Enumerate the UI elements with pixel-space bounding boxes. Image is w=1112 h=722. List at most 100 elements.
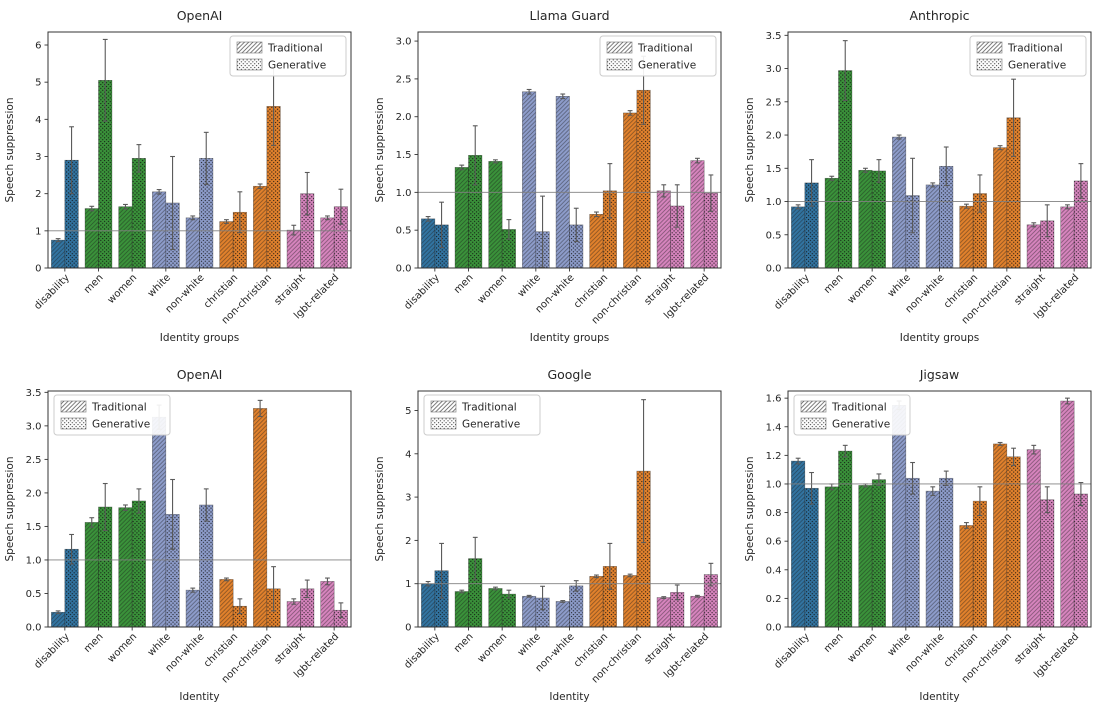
x-tick-label: men (822, 631, 846, 655)
bar-generative-lgbt-related (1073, 493, 1088, 628)
error-bar (876, 159, 882, 183)
subplot-openai-perspective: 0.0 0.5 1.0 1.5 2.0 2.5 3.0 3.5 disability men wom… (1, 359, 371, 718)
y-tick-label: 2 (405, 536, 411, 547)
bar-generative-straight (670, 205, 685, 269)
error-bar (136, 488, 142, 514)
error-bar (526, 88, 532, 95)
error-bar (863, 167, 868, 173)
y-tick-label: 4 (405, 449, 411, 460)
error-bar (661, 596, 667, 599)
error-bar (1011, 78, 1016, 157)
bar-traditional-straight (1026, 224, 1041, 269)
y-tick-label: 1.5 (766, 164, 782, 175)
bar-generative-women (501, 593, 516, 628)
error-bar (997, 145, 1003, 151)
y-tick-label: 0.6 (766, 537, 782, 548)
error-bar (291, 224, 297, 236)
legend-label: Traditional (1007, 43, 1063, 55)
error-bar (560, 600, 566, 603)
y-tick-label: 1.4 (766, 422, 782, 433)
error-bar (271, 566, 276, 612)
bar-generative-lgbt-related (333, 609, 348, 628)
bar-traditional-men (84, 522, 99, 628)
y-tick-label: 3.0 (766, 64, 782, 75)
error-bar (930, 486, 936, 496)
error-bar (560, 93, 566, 100)
bar-traditional-white (522, 91, 537, 269)
bar-traditional-white (892, 405, 907, 628)
subplot-anthropic: 0.0 0.5 1.0 1.5 2.0 2.5 3.0 3.5 disability men wom… (741, 0, 1111, 359)
error-bar (573, 580, 579, 592)
chart-svg: 0.0 0.5 1.0 1.5 2.0 2.5 3.0 disability men women w… (374, 8, 722, 344)
y-tick-label: 0.0 (766, 264, 782, 275)
legend-label: Generative (832, 419, 890, 431)
error-bar (459, 589, 465, 594)
bar-traditional-disability (791, 206, 806, 269)
bar-traditional-christian (219, 221, 234, 269)
error-bar (123, 203, 128, 210)
error-bar (459, 164, 465, 171)
bar-traditional-women (118, 206, 133, 269)
error-bar (896, 134, 902, 140)
x-tick-label: disability (772, 272, 812, 312)
bar-traditional-lgbt-related (1060, 400, 1075, 628)
x-axis-label: Identity groups (160, 332, 240, 344)
bar-traditional-disability (421, 218, 436, 269)
legend-label: Generative (1008, 60, 1066, 72)
error-bar (594, 574, 599, 579)
y-axis-label: Speech suppression (374, 457, 386, 562)
legend-label: Traditional (267, 43, 323, 55)
y-axis-label: Speech suppression (374, 98, 386, 203)
x-axis-label: Identity groups (900, 332, 980, 344)
error-bar (540, 195, 545, 268)
bar-traditional-non-white (925, 184, 940, 269)
error-bar (325, 577, 330, 586)
error-bar (1078, 163, 1084, 199)
x-axis-label: Identity (549, 691, 589, 703)
y-tick-label: 2.5 (396, 74, 412, 85)
bar-traditional-non-christian (623, 112, 638, 269)
error-bar (627, 573, 633, 578)
error-bar (1044, 486, 1050, 514)
error-bar (594, 211, 599, 218)
bar-generative-lgbt-related (1073, 180, 1088, 269)
bar-generative-women (871, 170, 886, 269)
error-bar (338, 188, 344, 225)
error-bar (977, 486, 983, 516)
y-tick-label: 3.5 (766, 31, 782, 42)
bar-traditional-white (152, 416, 167, 628)
error-bar (506, 589, 512, 599)
legend: Traditional Generative (423, 394, 541, 436)
bar-traditional-white (522, 595, 537, 628)
bar-generative-non-white (199, 158, 214, 269)
subplot-jigsaw: 0.0 0.2 0.4 0.6 0.8 1.0 1.2 1.4 1.6 disability men… (741, 359, 1111, 718)
y-tick-label: 5 (405, 406, 411, 417)
bar-traditional-women (488, 588, 503, 628)
y-tick-label: 2.0 (26, 488, 42, 499)
bar-traditional-non-white (555, 95, 570, 269)
y-tick-label: 1.6 (766, 394, 782, 405)
x-axis-label: Identity groups (530, 332, 610, 344)
bar-generative-disability (804, 182, 819, 269)
x-tick-label: disability (402, 631, 442, 671)
error-bar (964, 522, 969, 529)
y-tick-label: 1.5 (396, 150, 412, 161)
y-tick-label: 0.5 (396, 226, 412, 237)
error-bar (69, 533, 74, 565)
x-tick-label: disability (32, 272, 72, 312)
y-tick-label: 1 (35, 226, 41, 237)
y-tick-label: 3 (35, 152, 41, 163)
error-bar (237, 191, 243, 234)
bar-traditional-non-christian (623, 575, 638, 628)
error-bar (708, 174, 714, 212)
bar-traditional-straight (656, 597, 671, 628)
error-bar (607, 542, 613, 590)
error-bar (224, 219, 229, 224)
error-bar (1065, 397, 1070, 405)
bar-traditional-lgbt-related (320, 217, 335, 269)
error-bar (674, 184, 680, 228)
bar-traditional-women (858, 485, 873, 628)
bar-generative-christian (972, 500, 987, 628)
bar-generative-lgbt-related (703, 574, 718, 628)
bar-traditional-lgbt-related (690, 160, 705, 269)
